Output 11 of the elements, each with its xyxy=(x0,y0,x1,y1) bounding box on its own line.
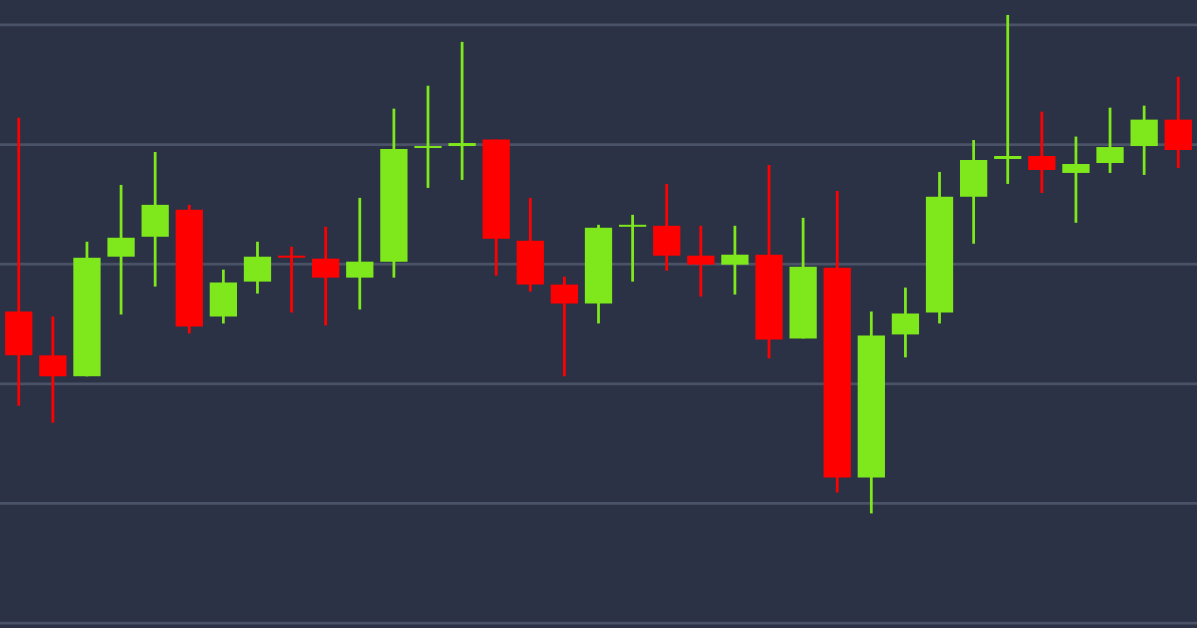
candlestick xyxy=(1028,110,1056,195)
candlestick xyxy=(448,40,476,182)
candlestick xyxy=(346,196,374,311)
candlestick xyxy=(1062,135,1090,225)
candlestick xyxy=(721,224,749,296)
candlestick xyxy=(618,213,647,283)
candlestick xyxy=(994,13,1022,186)
candlestick xyxy=(687,224,715,298)
candlestick xyxy=(277,245,306,314)
candlestick xyxy=(414,84,442,190)
candlestick xyxy=(107,183,135,316)
